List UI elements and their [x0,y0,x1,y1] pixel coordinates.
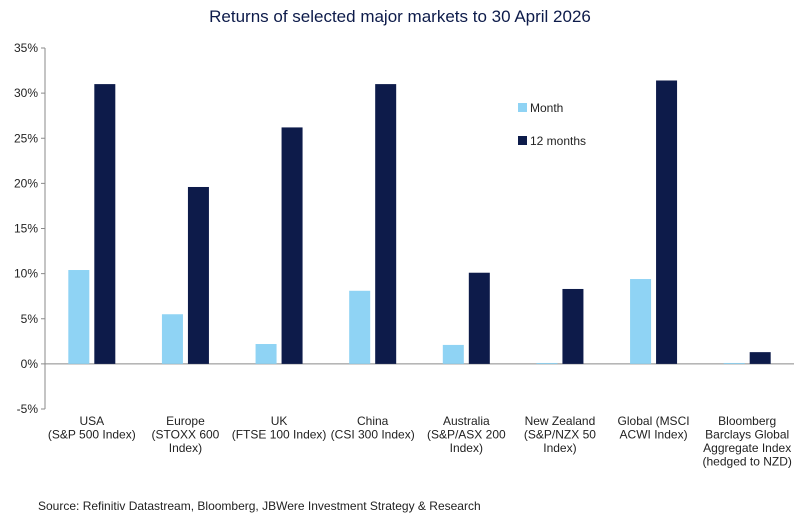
bar-month [536,362,558,364]
bar-month [161,314,183,364]
category-label: New Zealand (S&P/NZX 50 Index) [524,414,596,455]
bar-month [723,362,745,364]
bar-12-months [749,352,771,364]
y-tick-label: 30% [14,86,38,100]
category-label: Australia (S&P/ASX 200 Index) [427,414,506,455]
bar-month [630,279,652,364]
y-tick-label: 0% [21,357,39,371]
legend-swatch [518,103,527,112]
y-tick-label: -5% [17,402,39,416]
category-label: Bloomberg Barclays Global Aggregate Index(… [703,414,792,469]
y-tick-label: 10% [14,267,38,281]
legend-label: Month [530,101,563,115]
bar-month [255,344,277,364]
y-tick-label: 5% [21,312,39,326]
axes: 35% 30% 25% 20% 15% 10% 5% 0% -5% [14,41,794,416]
bar-12-months [468,272,490,364]
y-tick-label: 15% [14,222,38,236]
chart-title: Returns of selected major markets to 30 … [209,7,591,26]
bar-month [442,344,464,364]
category-label: Global (MSCI ACWI Index) [618,414,690,442]
category-label: UK (FTSE 100 Index) [232,414,327,442]
bar-12-months [281,127,303,364]
bar-12-months [656,80,678,364]
legend-label: 12 months [530,134,586,148]
bars [68,80,771,364]
bar-12-months [94,84,116,364]
bar-12-months [187,186,209,364]
category-labels: USA (S&P 500 Index) Europe (STOXX 600 Index)… [48,414,792,469]
legend: Month 12 months [518,101,586,148]
bar-12-months [375,84,397,364]
bar-month [68,270,90,364]
legend-swatch [518,136,527,145]
category-label: China (CSI 300 Index) [331,414,415,442]
bar-12-months [562,288,584,364]
y-tick-label: 20% [14,176,38,190]
bar-month [349,290,371,364]
category-label: Europe (STOXX 600 Index) [152,414,220,455]
source-note: Source: Refinitiv Datastream, Bloomberg,… [38,499,481,513]
y-tick-label: 35% [14,41,38,55]
y-tick-label: 25% [14,131,38,145]
category-label: USA (S&P 500 Index) [48,414,136,442]
